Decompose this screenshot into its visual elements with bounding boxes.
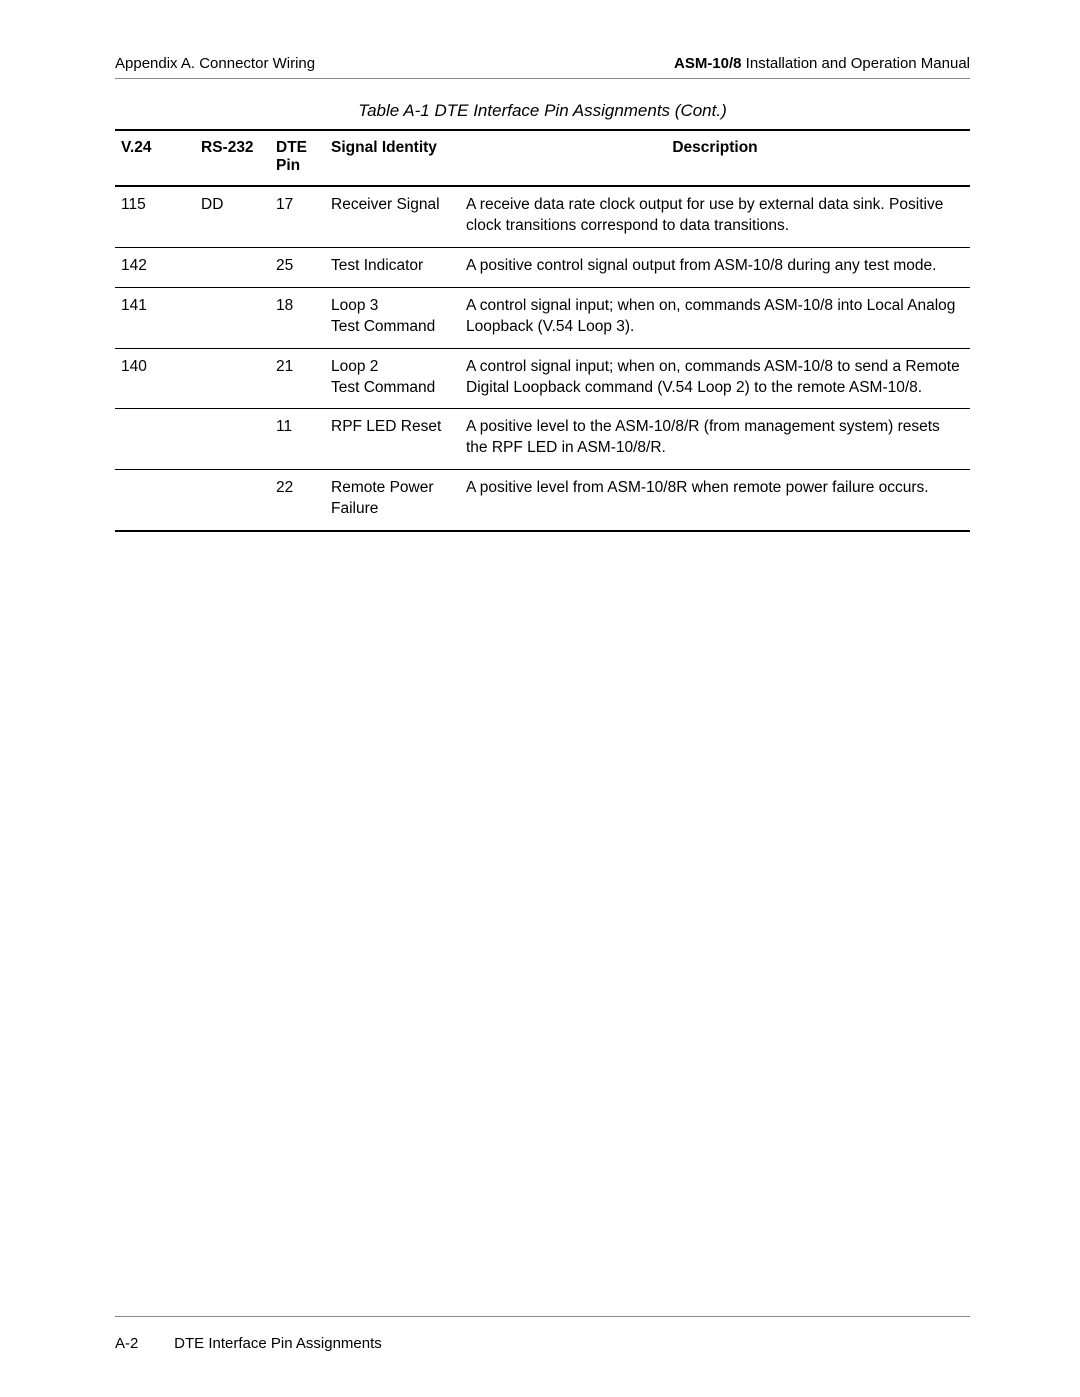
- table-caption: Table A-1 DTE Interface Pin Assignments …: [115, 101, 970, 121]
- cell-dte: 21: [270, 348, 325, 409]
- cell-desc: A positive control signal output from AS…: [460, 247, 970, 287]
- col-header-v24: V.24: [115, 130, 195, 186]
- cell-desc: A control signal input; when on, command…: [460, 348, 970, 409]
- cell-desc: A control signal input; when on, command…: [460, 287, 970, 348]
- cell-rs232: [195, 287, 270, 348]
- cell-signal: Test Indicator: [325, 247, 460, 287]
- col-header-rs232: RS-232: [195, 130, 270, 186]
- cell-signal: RPF LED Reset: [325, 409, 460, 470]
- table-row: 22 Remote Power Failure A positive level…: [115, 470, 970, 531]
- cell-v24: [115, 409, 195, 470]
- page-number: A-2: [115, 1335, 170, 1352]
- footer-title: DTE Interface Pin Assignments: [174, 1335, 382, 1352]
- cell-rs232: [195, 247, 270, 287]
- cell-desc: A receive data rate clock output for use…: [460, 186, 970, 247]
- table-row: 142 25 Test Indicator A positive control…: [115, 247, 970, 287]
- cell-v24: 115: [115, 186, 195, 247]
- page-header: Appendix A. Connector Wiring ASM-10/8 In…: [115, 55, 970, 79]
- cell-rs232: DD: [195, 186, 270, 247]
- cell-desc: A positive level to the ASM-10/8/R (from…: [460, 409, 970, 470]
- cell-signal: Receiver Signal: [325, 186, 460, 247]
- cell-signal: Remote Power Failure: [325, 470, 460, 531]
- cell-v24: 142: [115, 247, 195, 287]
- cell-v24: 141: [115, 287, 195, 348]
- header-right: ASM-10/8 Installation and Operation Manu…: [674, 55, 970, 72]
- page-footer: A-2 DTE Interface Pin Assignments: [115, 1335, 382, 1352]
- col-header-dte: DTE Pin: [270, 130, 325, 186]
- header-left: Appendix A. Connector Wiring: [115, 55, 315, 72]
- cell-dte: 25: [270, 247, 325, 287]
- table-row: 140 21 Loop 2 Test Command A control sig…: [115, 348, 970, 409]
- table-row: 141 18 Loop 3 Test Command A control sig…: [115, 287, 970, 348]
- header-product: ASM-10/8: [674, 55, 742, 72]
- cell-dte: 22: [270, 470, 325, 531]
- cell-v24: 140: [115, 348, 195, 409]
- cell-v24: [115, 470, 195, 531]
- footer-rule: [115, 1316, 970, 1317]
- table-row: 115 DD 17 Receiver Signal A receive data…: [115, 186, 970, 247]
- table-header-row: V.24 RS-232 DTE Pin Signal Identity Desc…: [115, 130, 970, 186]
- col-header-desc: Description: [460, 130, 970, 186]
- table-row: 11 RPF LED Reset A positive level to the…: [115, 409, 970, 470]
- header-doc-type: Installation and Operation Manual: [742, 55, 970, 72]
- pin-assignments-table: V.24 RS-232 DTE Pin Signal Identity Desc…: [115, 129, 970, 532]
- cell-rs232: [195, 470, 270, 531]
- cell-dte: 11: [270, 409, 325, 470]
- cell-signal: Loop 2 Test Command: [325, 348, 460, 409]
- cell-rs232: [195, 409, 270, 470]
- cell-rs232: [195, 348, 270, 409]
- cell-signal: Loop 3 Test Command: [325, 287, 460, 348]
- cell-desc: A positive level from ASM-10/8R when rem…: [460, 470, 970, 531]
- cell-dte: 17: [270, 186, 325, 247]
- col-header-signal: Signal Identity: [325, 130, 460, 186]
- cell-dte: 18: [270, 287, 325, 348]
